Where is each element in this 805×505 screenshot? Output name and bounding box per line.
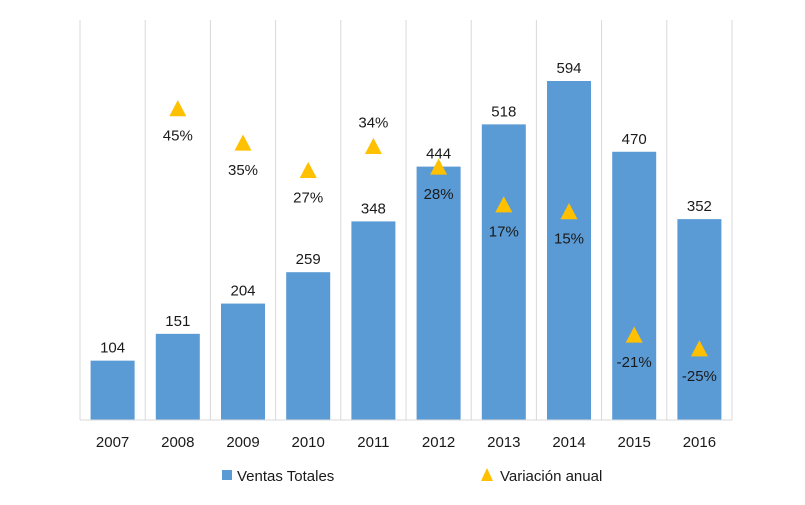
x-tick-2011: 2011 [357, 434, 389, 451]
variation-data-labels: 45% 35% 27% 34% 28% 17% 15% -21% -25% [163, 114, 717, 384]
legend-swatch-ventas [222, 470, 232, 480]
bar-label-2010: 259 [296, 251, 321, 268]
variation-marker-2008 [169, 100, 187, 117]
bar-label-2007: 104 [100, 340, 125, 357]
variation-markers [169, 100, 708, 357]
bar-2014 [547, 81, 591, 420]
variation-marker-2012 [430, 158, 448, 175]
bar-2010 [286, 272, 331, 420]
bar-2016 [677, 219, 722, 420]
variation-marker-2010 [299, 161, 317, 179]
bar-2015 [612, 151, 657, 420]
variation-label-2008: 45% [163, 128, 193, 145]
bar-label-2013: 518 [491, 103, 516, 120]
variation-marker-2014 [560, 203, 578, 220]
bar-2007 [90, 360, 135, 420]
variation-label-2012: 28% [424, 186, 454, 203]
legend-label-variacion: Variación anual [500, 468, 602, 485]
x-tick-2007: 2007 [96, 434, 129, 451]
x-tick-2009: 2009 [226, 434, 259, 451]
bar-2013 [481, 124, 526, 421]
variation-marker-2011 [364, 137, 382, 155]
bar-label-2008: 151 [165, 313, 190, 330]
variation-label-2010: 27% [293, 189, 323, 206]
bar-label-2012: 444 [426, 146, 451, 163]
x-tick-2012: 2012 [422, 434, 455, 451]
bar-label-2014: 594 [556, 60, 581, 77]
bar-2008 [155, 333, 200, 420]
variation-label-2014: 15% [554, 231, 584, 248]
legend-swatch-variacion [481, 468, 493, 481]
variation-label-2013: 17% [489, 224, 519, 241]
x-tick-labels: 2007 2008 2009 2010 2011 2012 2013 2014 2015 2016 [96, 434, 716, 451]
bar-label-2015: 470 [622, 131, 647, 148]
legend: Ventas Totales Variación anual [222, 468, 602, 485]
bar-label-2009: 204 [230, 283, 255, 300]
variation-marker-2016 [690, 340, 708, 357]
variation-label-2009: 35% [228, 162, 258, 179]
variation-marker-2009 [234, 134, 252, 151]
legend-label-ventas: Ventas Totales [237, 468, 334, 485]
x-tick-2014: 2014 [552, 434, 585, 451]
bar-label-2011: 348 [361, 200, 386, 217]
variation-label-2016: -25% [682, 368, 717, 385]
variation-label-2011: 34% [358, 114, 388, 131]
x-tick-2016: 2016 [683, 434, 716, 451]
sales-data-labels: 104 151 204 259 348 444 518 594 470 352 [100, 60, 712, 357]
bar-2011 [351, 221, 396, 420]
bar-2012 [416, 166, 461, 420]
bar-2009 [221, 303, 265, 420]
variation-marker-2015 [625, 326, 643, 343]
variation-label-2015: -21% [617, 354, 652, 371]
sales-bars [90, 81, 722, 421]
bar-label-2016: 352 [687, 198, 712, 215]
vertical-gridlines [79, 20, 733, 420]
variation-marker-2013 [495, 196, 513, 213]
x-tick-2013: 2013 [487, 434, 520, 451]
x-tick-2010: 2010 [292, 434, 325, 451]
x-tick-2015: 2015 [618, 434, 651, 451]
x-tick-2008: 2008 [161, 434, 194, 451]
